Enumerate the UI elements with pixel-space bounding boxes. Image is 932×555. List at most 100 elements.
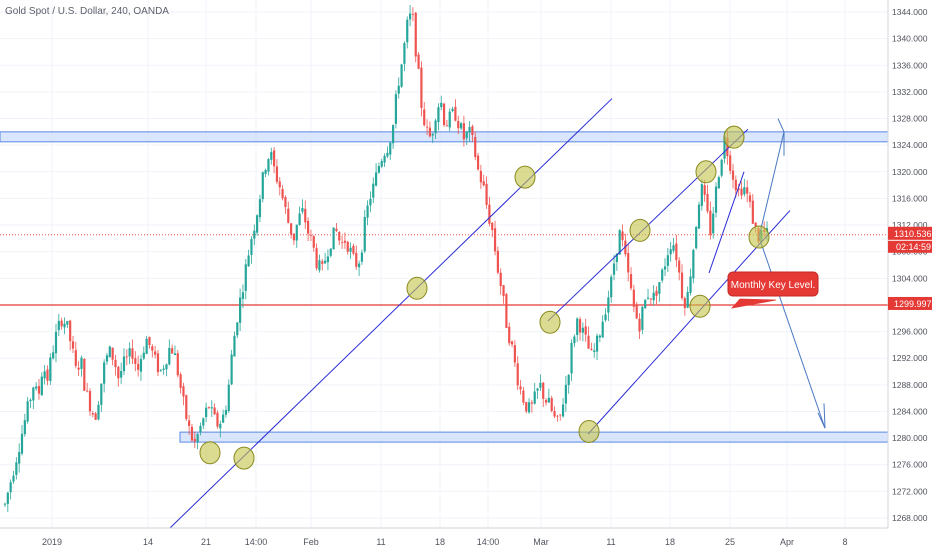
bearish-arrowhead	[817, 403, 826, 429]
candle-body	[295, 224, 298, 241]
candle-body	[9, 482, 12, 493]
candle-body	[193, 438, 196, 442]
candle-body	[125, 356, 128, 358]
candle-body	[403, 43, 406, 64]
candle-body	[18, 452, 21, 464]
candle-body	[100, 383, 103, 405]
candle-body	[216, 412, 219, 427]
candle-body	[176, 353, 179, 376]
candle-body	[482, 181, 485, 186]
candle-body	[612, 263, 616, 275]
candle-body	[420, 67, 423, 108]
candle-body	[372, 183, 375, 198]
candle-body	[462, 123, 465, 140]
candle-body	[312, 236, 315, 248]
candle-body	[128, 348, 131, 357]
candle-body	[43, 371, 46, 379]
candle-body	[607, 297, 610, 313]
candle-body	[394, 94, 398, 124]
candle-body	[37, 386, 41, 394]
candle-body	[525, 402, 528, 412]
candle-body	[505, 294, 508, 328]
y-tick-label: 1328.000	[892, 114, 928, 124]
candle-body	[97, 404, 100, 420]
candle-body	[680, 272, 684, 299]
x-tick-label: 18	[665, 537, 675, 547]
candle-body	[40, 376, 43, 396]
candle-body	[669, 249, 672, 255]
candle-body	[63, 323, 66, 328]
y-tick-label: 1344.000	[892, 7, 928, 17]
candle-body	[573, 336, 576, 344]
candle-body	[340, 242, 344, 244]
candle-body	[499, 272, 502, 287]
x-tick-label: 21	[201, 537, 211, 547]
candle-body	[641, 306, 644, 330]
candle-body	[23, 420, 26, 435]
candle-body	[638, 318, 641, 332]
candle-body	[182, 386, 185, 397]
candle-body	[468, 127, 471, 133]
candle-body	[60, 320, 63, 327]
candle-body	[131, 348, 134, 359]
candle-body	[111, 347, 114, 360]
candle-body	[162, 368, 165, 370]
candle-body	[114, 359, 117, 368]
candle-body	[661, 269, 664, 281]
candle-body	[550, 398, 553, 411]
candle-body	[258, 199, 262, 218]
candle-body	[74, 350, 77, 366]
candle-body	[355, 252, 358, 267]
candle-body	[292, 233, 296, 241]
candle-body	[117, 366, 120, 379]
candle-body	[15, 462, 18, 475]
candle-body	[437, 107, 440, 123]
candle-body	[414, 12, 417, 57]
candle-body	[689, 276, 692, 293]
candle-body	[380, 161, 383, 167]
candles	[3, 5, 769, 513]
candle-body	[374, 172, 378, 186]
candle-body	[584, 326, 587, 335]
swing-marker	[539, 310, 561, 334]
y-tick-label: 1320.000	[892, 167, 928, 177]
candle-body	[476, 155, 480, 170]
candle-body	[165, 364, 168, 370]
key-level-tag	[888, 296, 932, 310]
candle-body	[425, 126, 429, 128]
candle-body	[423, 109, 426, 126]
candle-body	[236, 322, 239, 336]
candle-body	[714, 186, 718, 213]
candle-body	[267, 159, 270, 172]
candle-body	[621, 231, 624, 241]
candle-body	[103, 362, 106, 384]
candle-body	[383, 155, 386, 163]
candle-body	[315, 248, 318, 269]
candle-body	[397, 85, 400, 94]
candle-body	[227, 384, 230, 411]
candle-body	[230, 354, 233, 385]
candle-body	[485, 183, 488, 205]
candle-body	[683, 298, 686, 309]
swing-marker	[723, 125, 745, 149]
candle-body	[77, 367, 80, 370]
candle-body	[168, 347, 171, 365]
candle-body	[250, 239, 253, 255]
candle-body	[26, 401, 29, 422]
candle-body	[700, 184, 703, 206]
x-tick-label: 14	[143, 537, 153, 547]
x-tick-label: 2019	[42, 537, 62, 547]
y-tick-label: 1324.000	[892, 140, 928, 150]
y-tick-label: 1316.000	[892, 193, 928, 203]
candle-body	[754, 222, 757, 227]
candle-body	[171, 348, 174, 354]
candle-body	[275, 166, 279, 182]
candle-body	[474, 136, 477, 158]
candle-body	[54, 331, 58, 354]
y-tick-label: 1336.000	[892, 60, 928, 70]
candle-body	[448, 111, 451, 128]
candle-body	[290, 223, 293, 235]
